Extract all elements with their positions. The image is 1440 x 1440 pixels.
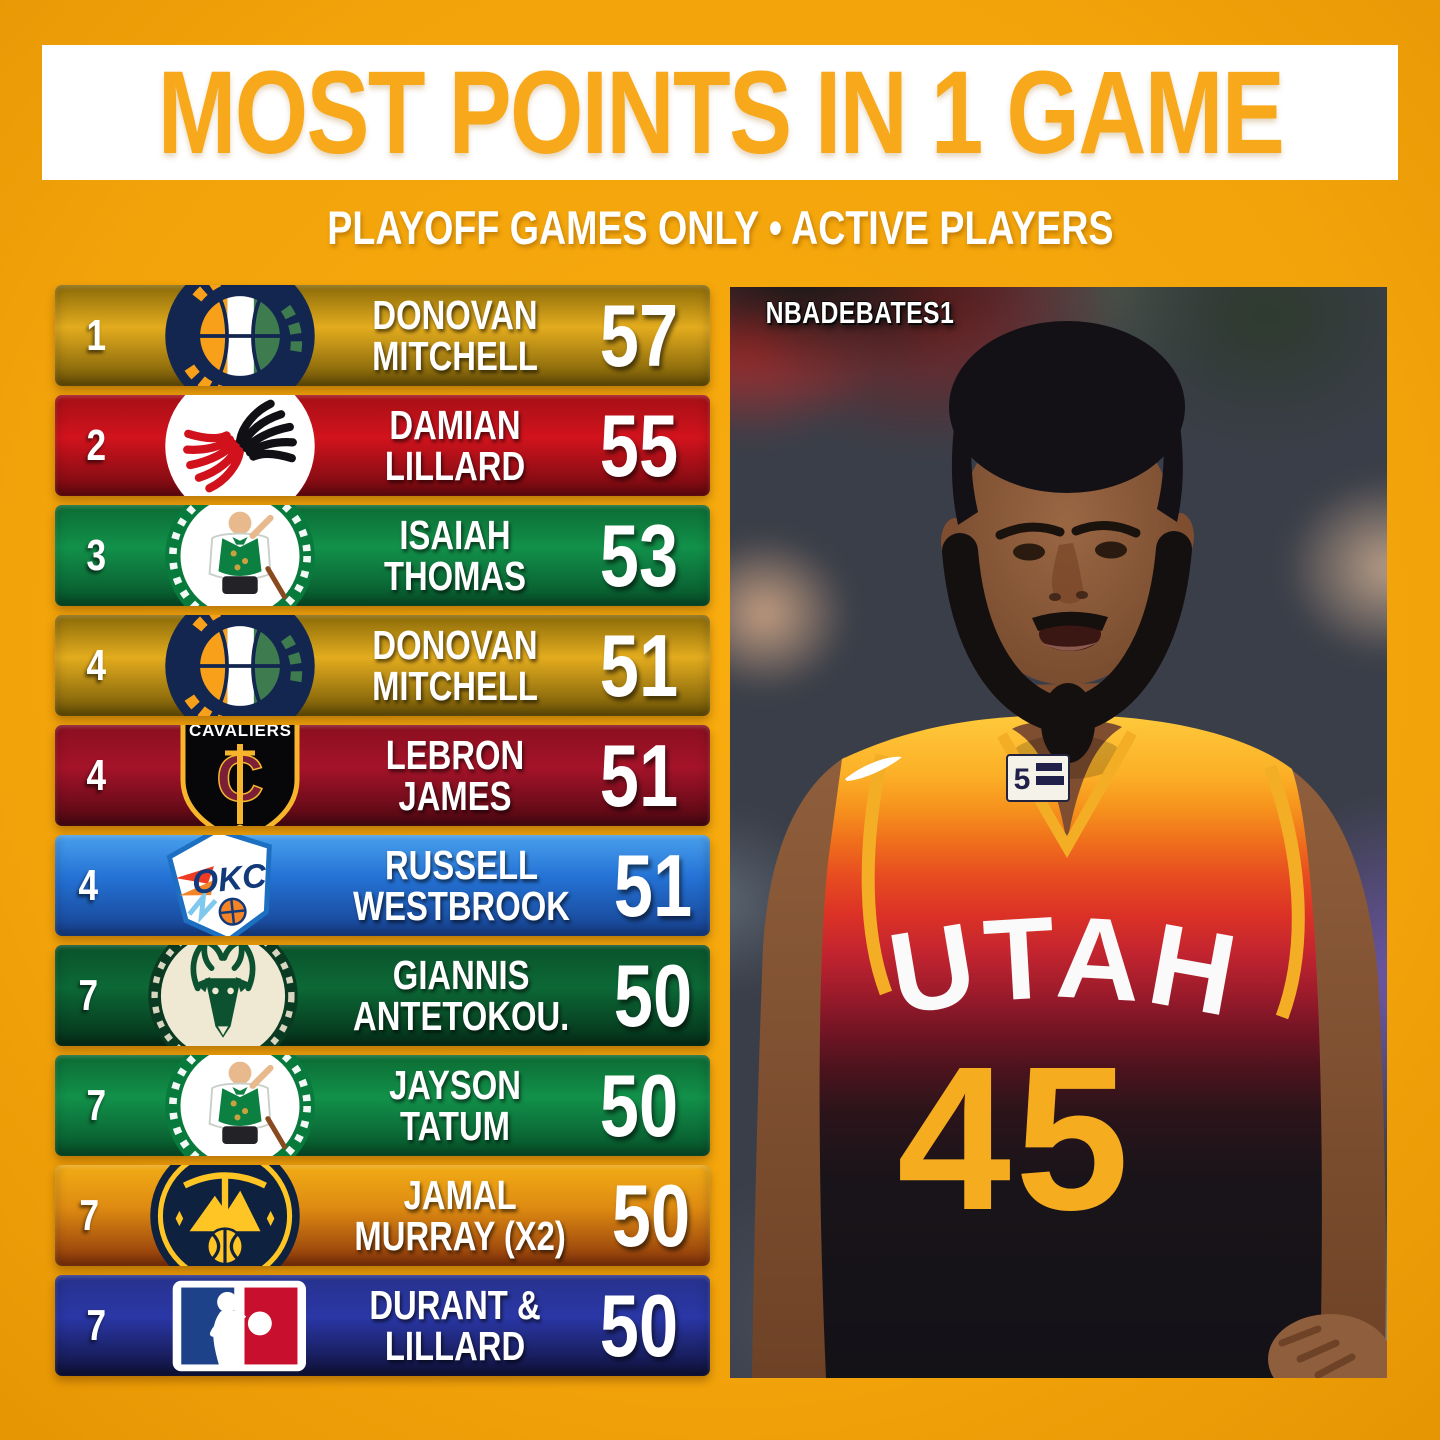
celtics-logo bbox=[137, 1055, 342, 1156]
player-photo: 5 UTAH 45 NBADEBATES1 bbox=[730, 287, 1387, 1378]
bucks-logo bbox=[121, 945, 326, 1046]
points-value: 50 bbox=[599, 1275, 679, 1375]
player-name: DONOVAN MITCHELL bbox=[372, 292, 538, 379]
rank-label: 1 bbox=[86, 310, 106, 360]
rank-label: 4 bbox=[86, 750, 106, 800]
player-name: DURANT & LILLARD bbox=[369, 1282, 541, 1369]
ranking-row: 4 bbox=[55, 615, 710, 716]
rank-label: 7 bbox=[86, 1080, 106, 1130]
ranking-row: 3 ISAIAH THOMAS bbox=[55, 505, 710, 606]
points-value: 51 bbox=[599, 725, 679, 825]
page-subtitle: PLAYOFF GAMES ONLY • ACTIVE PLAYERS bbox=[326, 200, 1114, 254]
svg-text:CAVALIERS: CAVALIERS bbox=[189, 725, 291, 740]
rank-label: 7 bbox=[78, 970, 98, 1020]
player-name: JAYSON TATUM bbox=[389, 1062, 521, 1149]
title-banner: MOST POINTS IN 1 GAME bbox=[42, 45, 1398, 180]
svg-text:OKC: OKC bbox=[190, 857, 269, 902]
ranking-row: 4 OKC RUSSELL WESTBR bbox=[55, 835, 710, 936]
ranking-row: 4 C CAVALIERS LEBRON JAMES 51 bbox=[55, 725, 710, 826]
ranking-row: 1 bbox=[55, 285, 710, 386]
celtics-logo bbox=[137, 505, 342, 606]
jersey-number: 45 bbox=[897, 1024, 1133, 1253]
points-value: 57 bbox=[599, 285, 679, 385]
ranking-row: 7 JAYSON TATUM bbox=[55, 1055, 710, 1156]
page-title: MOST POINTS IN 1 GAME bbox=[157, 46, 1284, 179]
cavaliers-logo: C CAVALIERS bbox=[137, 725, 342, 826]
player-name: DONOVAN MITCHELL bbox=[372, 622, 538, 709]
watermark: NBADEBATES1 bbox=[765, 295, 955, 330]
utah-jazz-logo bbox=[137, 285, 342, 386]
player-name: JAMAL MURRAY (X2) bbox=[354, 1172, 566, 1259]
rank-label: 2 bbox=[86, 420, 106, 470]
rank-label: 7 bbox=[79, 1190, 99, 1240]
player-figure: 5 UTAH 45 bbox=[752, 321, 1387, 1378]
player-name: RUSSELL WESTBROOK bbox=[352, 842, 570, 929]
jersey-patch-number: 5 bbox=[1014, 763, 1031, 796]
jersey-team-text: UTAH bbox=[880, 891, 1245, 1041]
nba-logo bbox=[137, 1275, 342, 1376]
points-value: 55 bbox=[599, 395, 679, 495]
points-value: 50 bbox=[611, 1165, 691, 1265]
svg-text:UTAH: UTAH bbox=[880, 891, 1251, 1041]
utah-jazz-logo bbox=[137, 615, 342, 716]
trail-blazers-logo bbox=[137, 395, 342, 496]
ranking-row: 2 bbox=[55, 395, 710, 496]
player-name: ISAIAH THOMAS bbox=[383, 512, 527, 599]
okc-thunder-logo: OKC bbox=[121, 835, 326, 936]
points-value: 51 bbox=[614, 835, 693, 935]
ranking-row: 7 GIANNIS bbox=[55, 945, 710, 1046]
points-value: 50 bbox=[599, 1055, 679, 1155]
rank-label: 4 bbox=[77, 860, 98, 910]
ranking-list: 1 bbox=[55, 285, 710, 1385]
ranking-row: 7 JAMAL MURRAY (X2) 50 bbox=[55, 1165, 710, 1266]
points-value: 50 bbox=[613, 945, 693, 1045]
player-name: DAMIAN LILLARD bbox=[384, 402, 526, 489]
ranking-row: 7 DURANT & LILLARD 50 bbox=[55, 1275, 710, 1376]
points-value: 53 bbox=[599, 505, 679, 605]
player-name: GIANNIS ANTETOKOU. bbox=[352, 952, 570, 1039]
rank-label: 4 bbox=[86, 640, 106, 690]
rank-label: 7 bbox=[86, 1300, 106, 1350]
player-name: LEBRON JAMES bbox=[385, 732, 525, 819]
nuggets-logo bbox=[123, 1165, 328, 1266]
rank-label: 3 bbox=[86, 530, 106, 580]
points-value: 51 bbox=[599, 615, 679, 715]
